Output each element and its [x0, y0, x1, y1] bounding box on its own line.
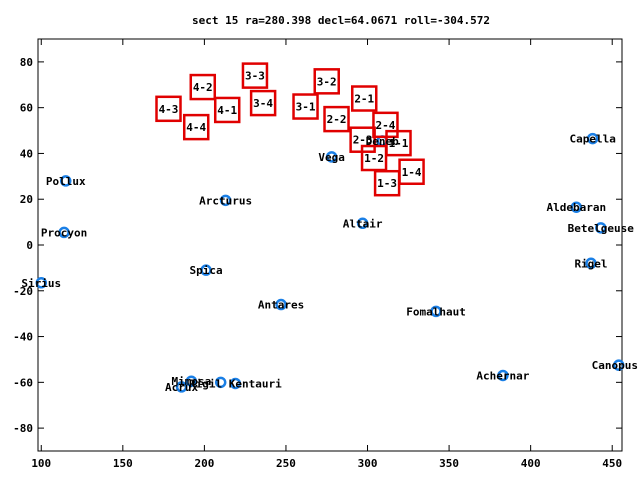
- star-marker: [325, 151, 338, 163]
- sector-box: [351, 85, 378, 112]
- sector-box: [385, 129, 412, 157]
- y-tick-label: 60: [20, 102, 33, 115]
- y-tick-label: 40: [20, 147, 33, 160]
- y-tick-label: -20: [13, 285, 33, 298]
- sector-label: 2-4: [376, 119, 396, 132]
- star-marker: [175, 381, 188, 393]
- sector-box: [155, 95, 182, 123]
- star-label: Rigil Kentauri: [189, 377, 282, 390]
- x-tick-label: 150: [113, 457, 133, 470]
- star-label: Vega: [318, 151, 345, 164]
- star-label: Spica: [189, 264, 222, 277]
- star-marker: [612, 359, 625, 371]
- sector-box: [323, 105, 350, 133]
- star-label: Altair: [343, 217, 383, 230]
- x-tick-label: 450: [602, 457, 622, 470]
- star-marker: [214, 376, 227, 389]
- sector-label: 4-4: [186, 121, 206, 134]
- star-marker: [59, 175, 72, 187]
- sector-label: 1-1: [389, 137, 409, 150]
- star-label: Deneb: [366, 135, 399, 148]
- star-marker: [200, 264, 212, 276]
- star-label: Acrux: [165, 381, 198, 394]
- sector-label: 2-1: [354, 93, 374, 106]
- sector-label: 3-3: [245, 70, 265, 83]
- star-label: Sirius: [21, 277, 61, 290]
- sector-label: 1-4: [402, 166, 422, 179]
- star-label: Rigel: [574, 257, 607, 270]
- star-marker: [430, 305, 442, 318]
- axis-ticks: 100 150 200 250 300 350 400 450 -80 -60 -40 -20 0 20 4…: [13, 39, 622, 470]
- x-tick-label: 350: [439, 457, 459, 470]
- sector-label: 4-3: [159, 103, 179, 116]
- x-tick-label: 300: [358, 457, 378, 470]
- star-markers: [35, 132, 625, 393]
- star-marker: [585, 257, 597, 270]
- x-tick-label: 100: [31, 457, 51, 470]
- sector-box: [241, 62, 269, 89]
- y-tick-label: 20: [20, 193, 33, 206]
- sector-box: [189, 73, 217, 101]
- star-marker: [356, 217, 369, 230]
- sector-box: [182, 113, 210, 141]
- sector-box: [249, 89, 277, 117]
- star-marker: [275, 298, 287, 311]
- star-marker: [35, 277, 48, 289]
- star-marker: [586, 132, 599, 145]
- sector-boxes: 4-2 3-3 3-2 2-1 4-3 4-1 3-4 3-1 2-2 2-4 4-4 2-3 1-1 1…: [155, 62, 425, 197]
- star-label: Arcturus: [199, 194, 252, 207]
- star-marker: [58, 226, 70, 239]
- star-marker: [595, 222, 607, 234]
- sector-label: 4-1: [217, 104, 237, 117]
- chart-title: sect 15 ra=280.398 decl=64.0671 roll=-30…: [192, 14, 490, 27]
- sector-box: [373, 169, 401, 197]
- star-label: Procyon: [41, 226, 87, 239]
- sector-label: 4-2: [193, 81, 213, 94]
- y-tick-label: 80: [20, 56, 33, 69]
- x-tick-label: 250: [276, 457, 296, 470]
- star-marker: [497, 369, 509, 382]
- x-tick-label: 200: [194, 457, 214, 470]
- sector-label: 3-1: [296, 101, 316, 114]
- star-label: Pollux: [46, 175, 86, 188]
- star-label: Capella: [569, 133, 615, 146]
- sector-label: 3-4: [253, 97, 273, 110]
- star-label: Achernar: [476, 369, 529, 382]
- y-tick-label: -60: [13, 376, 33, 389]
- sector-label: 2-2: [327, 113, 347, 126]
- sector-label: 2-3: [353, 134, 373, 147]
- x-tick-label: 400: [521, 457, 541, 470]
- sector-box: [313, 68, 340, 95]
- star-label: Canopus: [592, 359, 638, 372]
- star-marker: [570, 201, 583, 213]
- sector-label: 1-2: [364, 152, 384, 165]
- star-marker: [185, 375, 198, 387]
- y-tick-label: -40: [13, 331, 33, 344]
- star-marker: [219, 194, 232, 207]
- y-tick-label: -80: [13, 422, 33, 435]
- star-label: Antares: [258, 299, 304, 312]
- sector-label: 3-2: [317, 75, 337, 88]
- star-label: Betelgeuse: [568, 222, 635, 235]
- star-marker: [229, 377, 242, 390]
- star-label: Mimosa: [171, 375, 211, 388]
- sector-label: 1-3: [377, 177, 397, 190]
- star-label: Aldebaran: [547, 201, 607, 214]
- sector-box: [213, 96, 241, 124]
- sector-box: [292, 93, 319, 120]
- y-tick-label: 0: [26, 239, 33, 252]
- star-label: Fomalhaut: [406, 305, 466, 318]
- plot-frame: [37, 38, 623, 452]
- star-labels: Capella Pollux Arcturus Vega Deneb Aldebaran A…: [21, 133, 638, 394]
